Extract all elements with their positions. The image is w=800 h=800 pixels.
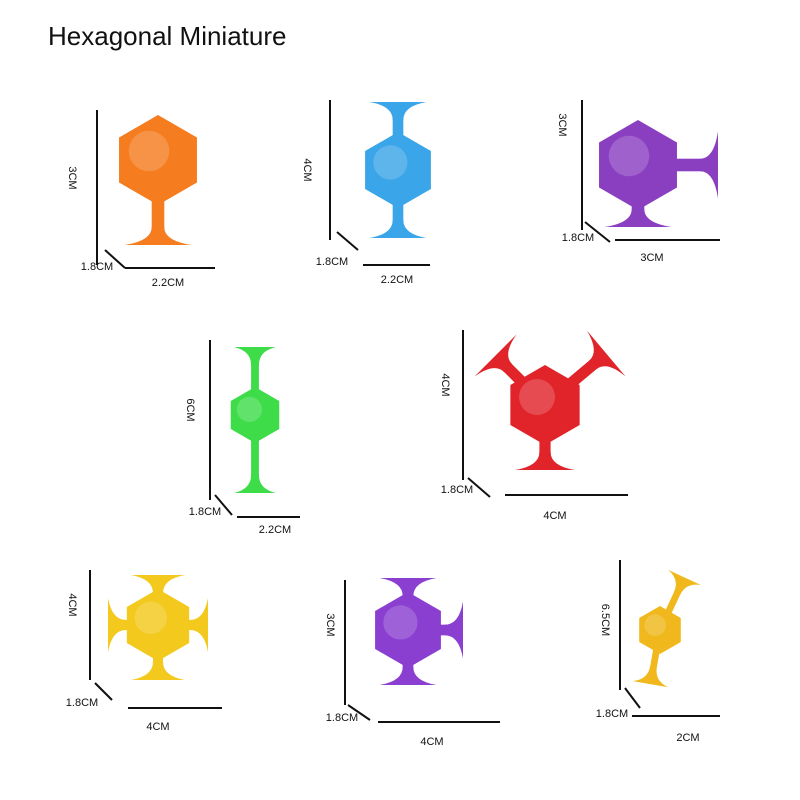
depth-label: 1.8CM xyxy=(189,506,221,518)
cup-flare xyxy=(379,667,437,685)
toy xyxy=(632,569,701,688)
cup-flare xyxy=(700,131,718,199)
toy xyxy=(599,120,718,227)
depth-line xyxy=(104,249,126,269)
depth-line xyxy=(336,231,359,251)
highlight xyxy=(134,601,167,634)
cup-flare xyxy=(474,334,517,377)
cup-flare xyxy=(131,575,185,593)
highlight xyxy=(644,614,666,636)
depth-label: 1.8CM xyxy=(66,697,98,709)
height-label: 4CM xyxy=(439,373,451,396)
depth-line xyxy=(94,682,113,701)
height-label: 4CM xyxy=(66,593,78,616)
toy xyxy=(365,102,431,238)
depth-label: 1.8CM xyxy=(596,708,628,720)
hexagon xyxy=(126,589,190,661)
depth-line xyxy=(467,477,491,498)
cup-flare xyxy=(108,598,126,652)
toy xyxy=(108,575,208,680)
cup-flare xyxy=(131,662,185,680)
width-label: 2.2CM xyxy=(381,274,413,286)
cup-flare xyxy=(369,102,427,120)
cup-flare xyxy=(234,347,276,365)
height-label: 4CM xyxy=(301,158,313,181)
depth-label: 1.8CM xyxy=(81,261,113,273)
width-label: 2.2CM xyxy=(259,524,291,536)
hexagon xyxy=(119,115,197,205)
depth-line xyxy=(624,687,641,709)
toy xyxy=(474,330,626,470)
highlight xyxy=(608,135,650,177)
cup-flare xyxy=(604,209,672,227)
width-label: 4CM xyxy=(420,736,443,748)
hexagon xyxy=(639,606,681,654)
title: Hexagonal Miniature xyxy=(48,21,286,51)
highlight xyxy=(128,130,170,172)
width-label: 2.2CM xyxy=(152,277,184,289)
width-label: 4CM xyxy=(543,510,566,522)
cup-flare xyxy=(632,665,669,688)
cup-flare xyxy=(190,598,208,652)
cup-flare xyxy=(369,220,427,238)
highlight xyxy=(383,605,418,640)
hexagon xyxy=(510,365,580,445)
height-label: 3CM xyxy=(66,166,78,189)
hexagon xyxy=(230,387,280,443)
cup-flare xyxy=(668,569,701,596)
cup-flare xyxy=(124,227,192,245)
toy xyxy=(119,115,197,245)
width-label: 3CM xyxy=(640,252,663,264)
depth-label: 1.8CM xyxy=(441,484,473,496)
highlight xyxy=(236,396,262,422)
width-label: 4CM xyxy=(146,721,169,733)
toy xyxy=(230,347,280,493)
depth-label: 1.8CM xyxy=(562,232,594,244)
cup-flare xyxy=(234,475,276,493)
height-label: 3CM xyxy=(324,613,336,636)
depth-label: 1.8CM xyxy=(326,712,358,724)
hexagon xyxy=(375,592,441,668)
cup-flare xyxy=(379,578,437,596)
height-label: 6CM xyxy=(184,398,196,421)
toy xyxy=(375,578,463,685)
hexagon xyxy=(365,132,431,208)
cup-flare xyxy=(515,452,575,470)
hexagon xyxy=(599,120,677,210)
height-label: 3CM xyxy=(556,113,568,136)
depth-line xyxy=(584,221,611,243)
depth-line xyxy=(214,494,233,516)
highlight xyxy=(373,145,408,180)
depth-label: 1.8CM xyxy=(316,256,348,268)
highlight xyxy=(519,379,555,415)
height-label: 6.5CM xyxy=(599,604,611,636)
width-label: 2CM xyxy=(676,732,699,744)
cup-flare xyxy=(445,601,463,659)
depth-line xyxy=(347,704,371,721)
